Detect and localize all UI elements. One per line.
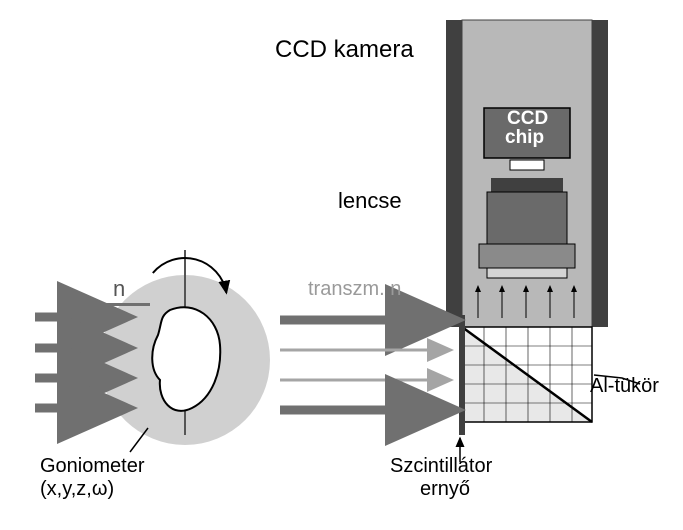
al-tukor-label: Al-tükör [590,375,659,398]
transzm-label: transzm. n [308,278,401,301]
title-text: CCD kamera [275,36,414,63]
gonio-label-1: Goniometer [40,455,145,478]
diagram-svg [0,0,683,530]
szcint-label-1: Szcintillátor [390,455,492,478]
szcint-label-2: ernyő [420,478,470,501]
lencse-label: lencse [338,188,402,214]
gonio-label-2: (x,y,z,ω) [40,478,114,501]
n-in-label: n [113,276,125,302]
ccd-chip-l2: chip [505,127,544,149]
title-label: CCD kamera [275,36,414,64]
